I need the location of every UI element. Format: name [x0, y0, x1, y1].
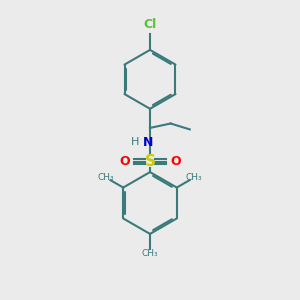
Text: Cl: Cl: [143, 18, 157, 31]
Text: CH₃: CH₃: [98, 173, 114, 182]
Text: H: H: [131, 137, 140, 148]
Text: N: N: [142, 136, 153, 149]
Text: O: O: [170, 155, 181, 168]
Text: O: O: [119, 155, 130, 168]
Text: CH₃: CH₃: [186, 173, 202, 182]
Text: S: S: [145, 154, 155, 169]
Text: CH₃: CH₃: [142, 249, 158, 258]
